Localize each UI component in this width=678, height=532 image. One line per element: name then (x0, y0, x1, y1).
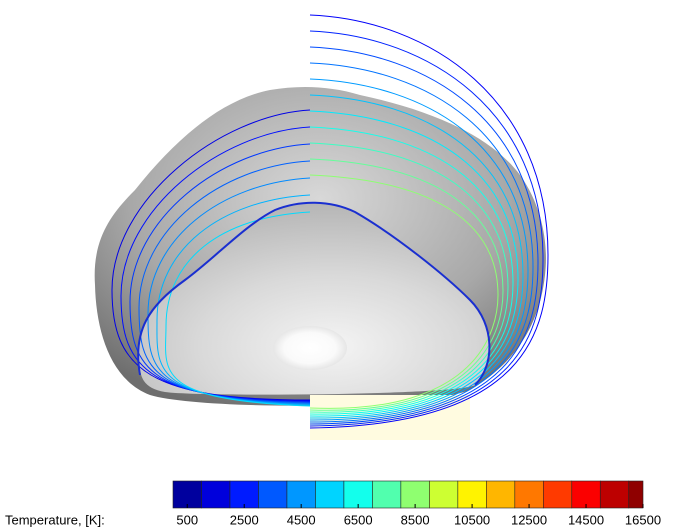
colorbar-segment (458, 481, 486, 508)
colorbar-segment (486, 481, 514, 508)
colorbar-label: Temperature, [K]: (5, 512, 105, 527)
colorbar-segment (287, 481, 315, 508)
tick-label: 14500 (568, 512, 604, 527)
colorbar-segment (315, 481, 343, 508)
colorbar-segment (372, 481, 400, 508)
capsule-highlight (273, 326, 347, 370)
tick-label: 2500 (230, 512, 259, 527)
colorbar-segment (344, 481, 372, 508)
colorbar-segment (600, 481, 628, 508)
colorbar-segment (629, 481, 643, 508)
tick-label: 8500 (401, 512, 430, 527)
tick-label: 16500 (625, 512, 661, 527)
tick-label: 6500 (344, 512, 373, 527)
colorbar-segment (572, 481, 600, 508)
colorbar-segment (515, 481, 543, 508)
tick-label: 10500 (454, 512, 490, 527)
colorbar-segment (201, 481, 229, 508)
colorbar-segment (429, 481, 457, 508)
colorbar-segment (401, 481, 429, 508)
colorbar-segment (230, 481, 258, 508)
tick-label: 12500 (511, 512, 547, 527)
colorbar: 500 2500 4500 6500 8500 10500 12500 14500 16500 (173, 481, 661, 527)
colorbar-segment (258, 481, 286, 508)
tick-label: 4500 (287, 512, 316, 527)
colorbar-segment (543, 481, 571, 508)
tick-label: 500 (176, 512, 198, 527)
visualization: 500250045006500850010500125001450016500 … (0, 0, 678, 532)
colorbar-segment (173, 481, 201, 508)
